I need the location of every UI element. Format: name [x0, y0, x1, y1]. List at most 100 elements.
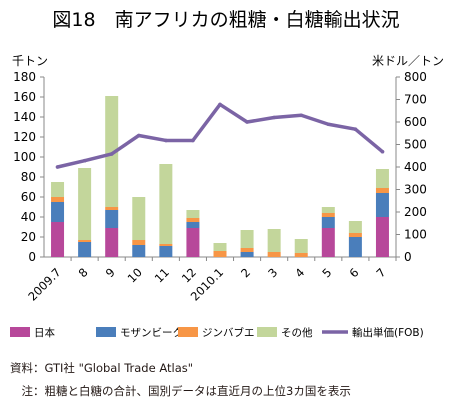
- bar-segment: [348, 237, 362, 257]
- bar-segment: [375, 193, 389, 217]
- y-left-tick-label: 160: [13, 90, 36, 104]
- y-left-tick-label: 140: [13, 110, 36, 124]
- x-tick-label: 3: [265, 265, 280, 280]
- line-point: [353, 127, 358, 131]
- y-left-tick-label: 100: [13, 150, 36, 164]
- unit-price-line: [55, 102, 385, 169]
- bar-segment: [294, 239, 308, 253]
- bar-segment: [105, 228, 119, 257]
- legend-label: ジンバブエ: [202, 326, 255, 339]
- bar-segment: [105, 210, 119, 228]
- line-point: [55, 165, 60, 169]
- bar-segment: [321, 213, 335, 217]
- legend-swatch: [96, 327, 116, 337]
- bar-segment: [375, 169, 389, 188]
- x-tick-label: 2: [238, 265, 253, 280]
- x-tick-label: 6: [346, 265, 361, 280]
- bars: [51, 96, 389, 257]
- y-left-tick-label: 20: [21, 230, 36, 244]
- x-tick-label: 10: [125, 265, 145, 285]
- line-point: [326, 122, 331, 127]
- bar-segment: [159, 164, 173, 244]
- y-right-axis-label: 米ドル／トン: [372, 54, 444, 68]
- x-tick-label: 4: [292, 265, 307, 280]
- bar-segment: [267, 252, 281, 257]
- y-left-tick-label: 0: [28, 250, 36, 264]
- axes: 0 20 40 60 80 100 120 140 160 180 0 100 200 300 400 500…: [13, 70, 427, 264]
- legend: 日本 モザンビーク ジンバブエ その他 輸出単価(FOB): [10, 326, 424, 339]
- bar-segment: [51, 182, 65, 197]
- y-left-tick-label: 40: [21, 210, 36, 224]
- legend-swatch: [10, 327, 30, 337]
- bar-segment: [348, 221, 362, 233]
- y-left-tick-label: 60: [21, 190, 36, 204]
- y-right-tick-label: 100: [404, 228, 427, 242]
- bar-segment: [240, 230, 254, 248]
- legend-swatch: [178, 327, 198, 337]
- bar-segment: [240, 248, 254, 252]
- legend-swatch: [257, 327, 277, 337]
- x-tick-label: 11: [152, 265, 172, 285]
- line-point: [82, 158, 87, 163]
- bar-segment: [132, 245, 146, 257]
- bar-segment: [375, 217, 389, 257]
- bar-segment: [78, 168, 92, 240]
- bar-segment: [105, 207, 119, 210]
- y-left-tick-label: 180: [13, 70, 36, 84]
- bar-segment: [159, 246, 173, 257]
- y-right-tick-label: 400: [404, 160, 427, 174]
- bar-segment: [186, 222, 200, 228]
- bar-segment: [132, 240, 146, 245]
- line-point: [272, 115, 276, 120]
- y-right-tick-label: 500: [404, 138, 427, 152]
- line-point: [245, 120, 249, 124]
- bar-segment: [51, 197, 65, 202]
- y-right-tick-label: 0: [404, 250, 412, 264]
- bar-segment: [132, 197, 146, 240]
- x-tick-label: 9: [103, 265, 118, 280]
- bar-segment: [348, 233, 362, 237]
- bar-segment: [321, 217, 335, 228]
- x-tick-label: 7: [374, 265, 389, 280]
- bar-segment: [78, 240, 92, 242]
- y-right-tick-label: 600: [404, 115, 427, 129]
- bar-segment: [159, 244, 173, 246]
- bar-segment: [186, 218, 200, 222]
- line-point: [191, 138, 195, 143]
- y-left-tick-label: 80: [21, 170, 36, 184]
- y-right-tick-label: 300: [404, 183, 427, 197]
- x-tick-label: 5: [319, 265, 334, 280]
- bar-segment: [375, 188, 389, 193]
- legend-label: モザンビーク: [120, 327, 183, 339]
- line-point: [109, 152, 114, 156]
- bar-segment: [186, 210, 200, 218]
- line-point: [136, 133, 141, 138]
- bar-segment: [51, 222, 65, 257]
- y-right-tick-label: 200: [404, 205, 427, 219]
- bar-segment: [78, 242, 92, 257]
- bar-segment: [105, 96, 119, 207]
- line-point: [299, 113, 304, 118]
- source-note: 資料：GTI社 "Global Trade Atlas": [10, 361, 194, 375]
- line-point: [218, 102, 222, 107]
- footnote: 注：粗糖と白糖の合計、国別データは直近月の上位3カ国を表示: [10, 384, 351, 398]
- chart-title: 図18 南アフリカの粗糖・白糖輸出状況: [52, 9, 399, 31]
- legend-label: その他: [281, 326, 313, 339]
- bar-segment: [51, 202, 65, 222]
- x-tick-label: 8: [76, 265, 91, 280]
- y-left-tick-label: 120: [13, 130, 36, 144]
- x-tick-label: 2009.7: [25, 265, 63, 303]
- legend-label: 日本: [34, 326, 55, 339]
- x-tick-label: 12: [179, 265, 199, 285]
- bar-segment: [294, 253, 308, 257]
- bar-segment: [213, 251, 227, 257]
- legend-label: 輸出単価(FOB): [352, 326, 424, 339]
- bar-segment: [213, 243, 227, 251]
- bar-segment: [321, 207, 335, 213]
- y-right-tick-label: 700: [404, 93, 427, 107]
- line-point: [164, 138, 168, 143]
- line-point: [380, 149, 385, 154]
- bar-segment: [240, 252, 254, 257]
